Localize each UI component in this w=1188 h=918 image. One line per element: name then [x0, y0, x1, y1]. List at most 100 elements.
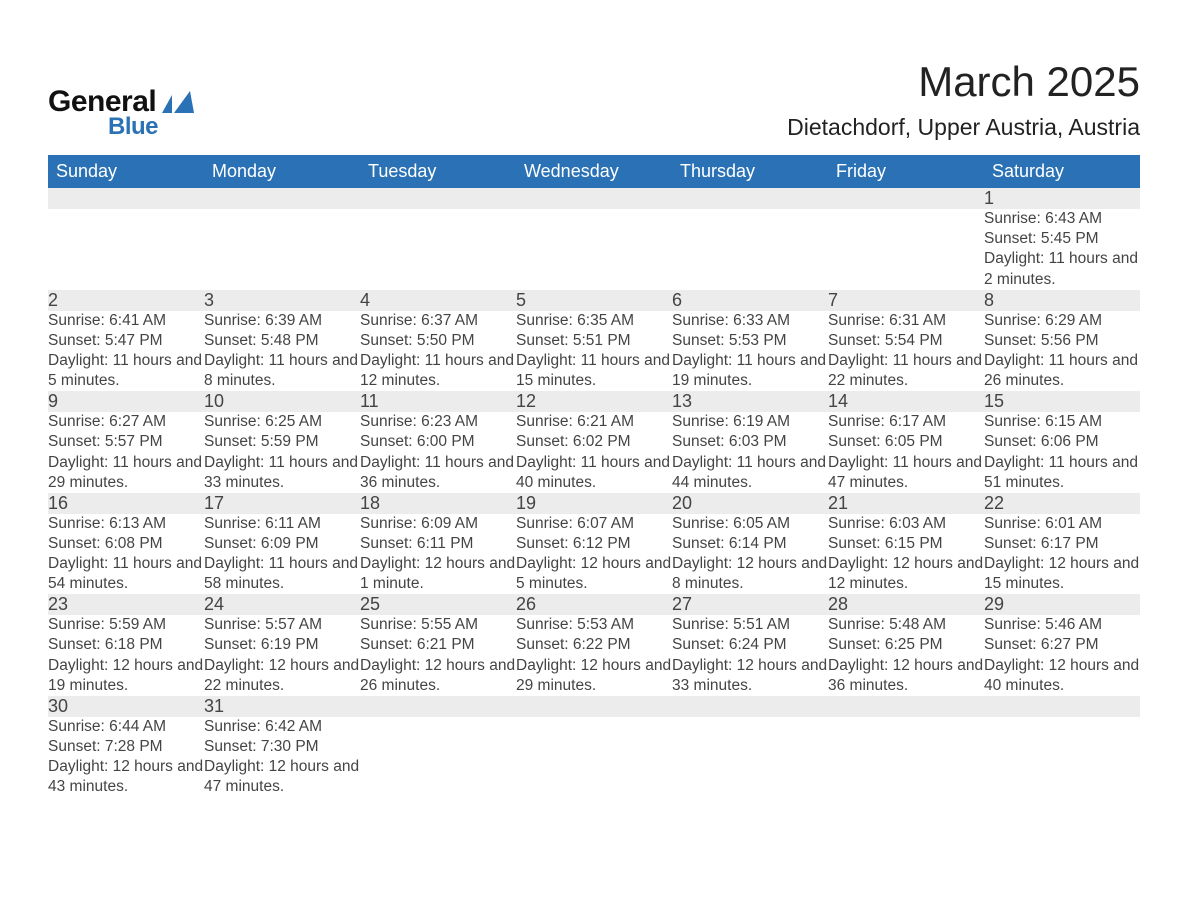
day-number-cell: 6: [672, 290, 828, 311]
brand-logo: General Blue: [48, 85, 194, 141]
sunrise-line: Sunrise: 5:53 AM: [516, 615, 672, 635]
day-number-cell: [984, 696, 1140, 717]
sunset-line: Sunset: 5:45 PM: [984, 229, 1140, 249]
daylight-line: Daylight: 11 hours and 22 minutes.: [828, 351, 984, 391]
sunset-line: Sunset: 5:48 PM: [204, 331, 360, 351]
day-detail-cell: [360, 717, 516, 798]
day-number-cell: 27: [672, 594, 828, 615]
sunset-line: Sunset: 6:27 PM: [984, 635, 1140, 655]
daylight-line: Daylight: 11 hours and 58 minutes.: [204, 554, 360, 594]
day-number-cell: 24: [204, 594, 360, 615]
day-number-cell: 31: [204, 696, 360, 717]
brand-text-blue: Blue: [108, 113, 158, 141]
daylight-line: Daylight: 12 hours and 12 minutes.: [828, 554, 984, 594]
sunrise-line: Sunrise: 6:01 AM: [984, 514, 1140, 534]
day-detail-cell: Sunrise: 5:59 AMSunset: 6:18 PMDaylight:…: [48, 615, 204, 696]
day-detail-cell: Sunrise: 6:31 AMSunset: 5:54 PMDaylight:…: [828, 311, 984, 392]
day-number-cell: [672, 188, 828, 209]
day-number-cell: 11: [360, 391, 516, 412]
sunrise-line: Sunrise: 6:13 AM: [48, 514, 204, 534]
sunset-line: Sunset: 6:08 PM: [48, 534, 204, 554]
sunset-line: Sunset: 6:14 PM: [672, 534, 828, 554]
day-number-row: 2345678: [48, 290, 1140, 311]
daylight-line: Daylight: 11 hours and 2 minutes.: [984, 249, 1140, 289]
sunset-line: Sunset: 6:06 PM: [984, 432, 1140, 452]
day-number-cell: 9: [48, 391, 204, 412]
day-detail-cell: Sunrise: 6:01 AMSunset: 6:17 PMDaylight:…: [984, 514, 1140, 595]
day-number-cell: 23: [48, 594, 204, 615]
day-number-cell: 21: [828, 493, 984, 514]
weekday-header: Wednesday: [516, 155, 672, 188]
sunset-line: Sunset: 6:25 PM: [828, 635, 984, 655]
sunrise-line: Sunrise: 5:59 AM: [48, 615, 204, 635]
sunset-line: Sunset: 5:50 PM: [360, 331, 516, 351]
day-detail-cell: Sunrise: 6:03 AMSunset: 6:15 PMDaylight:…: [828, 514, 984, 595]
daylight-line: Daylight: 12 hours and 22 minutes.: [204, 656, 360, 696]
sunset-line: Sunset: 6:22 PM: [516, 635, 672, 655]
day-number-cell: [516, 696, 672, 717]
page-header: General Blue March 2025 Dietachdorf, Upp…: [48, 60, 1140, 141]
day-detail-cell: Sunrise: 6:29 AMSunset: 5:56 PMDaylight:…: [984, 311, 1140, 392]
day-detail-cell: [672, 209, 828, 290]
day-detail-row: Sunrise: 6:44 AMSunset: 7:28 PMDaylight:…: [48, 717, 1140, 798]
day-detail-cell: Sunrise: 6:11 AMSunset: 6:09 PMDaylight:…: [204, 514, 360, 595]
daylight-line: Daylight: 12 hours and 26 minutes.: [360, 656, 516, 696]
day-number-cell: [828, 188, 984, 209]
day-detail-cell: [48, 209, 204, 290]
day-detail-row: Sunrise: 6:41 AMSunset: 5:47 PMDaylight:…: [48, 311, 1140, 392]
day-detail-cell: Sunrise: 5:46 AMSunset: 6:27 PMDaylight:…: [984, 615, 1140, 696]
day-number-cell: 28: [828, 594, 984, 615]
day-number-cell: 19: [516, 493, 672, 514]
sunrise-line: Sunrise: 6:17 AM: [828, 412, 984, 432]
weekday-header: Thursday: [672, 155, 828, 188]
day-detail-cell: Sunrise: 6:39 AMSunset: 5:48 PMDaylight:…: [204, 311, 360, 392]
daylight-line: Daylight: 12 hours and 40 minutes.: [984, 656, 1140, 696]
day-number-cell: 13: [672, 391, 828, 412]
sunset-line: Sunset: 5:54 PM: [828, 331, 984, 351]
sunrise-line: Sunrise: 6:31 AM: [828, 311, 984, 331]
day-detail-cell: Sunrise: 5:57 AMSunset: 6:19 PMDaylight:…: [204, 615, 360, 696]
sunrise-line: Sunrise: 6:03 AM: [828, 514, 984, 534]
title-block: March 2025 Dietachdorf, Upper Austria, A…: [787, 60, 1140, 141]
calendar-page: General Blue March 2025 Dietachdorf, Upp…: [0, 0, 1188, 918]
sunrise-line: Sunrise: 6:39 AM: [204, 311, 360, 331]
daylight-line: Daylight: 11 hours and 8 minutes.: [204, 351, 360, 391]
daylight-line: Daylight: 12 hours and 5 minutes.: [516, 554, 672, 594]
day-number-cell: 4: [360, 290, 516, 311]
weekday-header: Saturday: [984, 155, 1140, 188]
sunset-line: Sunset: 5:47 PM: [48, 331, 204, 351]
day-number-cell: 5: [516, 290, 672, 311]
day-detail-cell: Sunrise: 6:44 AMSunset: 7:28 PMDaylight:…: [48, 717, 204, 798]
daylight-line: Daylight: 12 hours and 43 minutes.: [48, 757, 204, 797]
day-detail-cell: Sunrise: 6:33 AMSunset: 5:53 PMDaylight:…: [672, 311, 828, 392]
sunset-line: Sunset: 6:17 PM: [984, 534, 1140, 554]
daylight-line: Daylight: 11 hours and 19 minutes.: [672, 351, 828, 391]
sunset-line: Sunset: 6:09 PM: [204, 534, 360, 554]
daylight-line: Daylight: 11 hours and 5 minutes.: [48, 351, 204, 391]
calendar-header-row: SundayMondayTuesdayWednesdayThursdayFrid…: [48, 155, 1140, 188]
day-number-row: 23242526272829: [48, 594, 1140, 615]
weekday-header: Monday: [204, 155, 360, 188]
day-number-cell: 15: [984, 391, 1140, 412]
day-number-cell: 30: [48, 696, 204, 717]
day-number-cell: [672, 696, 828, 717]
daylight-line: Daylight: 11 hours and 40 minutes.: [516, 453, 672, 493]
day-detail-row: Sunrise: 6:43 AMSunset: 5:45 PMDaylight:…: [48, 209, 1140, 290]
daylight-line: Daylight: 11 hours and 54 minutes.: [48, 554, 204, 594]
day-detail-cell: [204, 209, 360, 290]
sunrise-line: Sunrise: 6:19 AM: [672, 412, 828, 432]
weekday-header: Tuesday: [360, 155, 516, 188]
day-detail-cell: Sunrise: 5:55 AMSunset: 6:21 PMDaylight:…: [360, 615, 516, 696]
day-number-cell: [360, 696, 516, 717]
sunrise-line: Sunrise: 6:21 AM: [516, 412, 672, 432]
day-number-cell: [48, 188, 204, 209]
day-detail-cell: Sunrise: 6:41 AMSunset: 5:47 PMDaylight:…: [48, 311, 204, 392]
day-detail-row: Sunrise: 5:59 AMSunset: 6:18 PMDaylight:…: [48, 615, 1140, 696]
sunrise-line: Sunrise: 5:51 AM: [672, 615, 828, 635]
day-number-cell: 1: [984, 188, 1140, 209]
sunset-line: Sunset: 6:19 PM: [204, 635, 360, 655]
day-detail-cell: Sunrise: 6:19 AMSunset: 6:03 PMDaylight:…: [672, 412, 828, 493]
day-detail-cell: [516, 209, 672, 290]
day-number-cell: 10: [204, 391, 360, 412]
day-number-row: 3031: [48, 696, 1140, 717]
